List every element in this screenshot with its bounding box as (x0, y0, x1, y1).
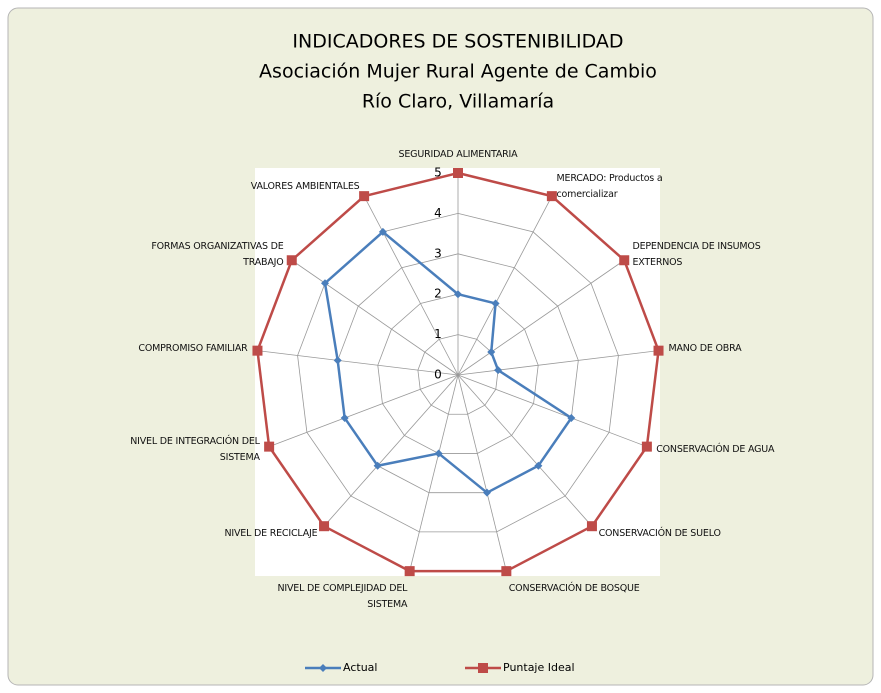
marker (483, 488, 492, 497)
marker (319, 521, 330, 532)
y-tick-label: 2 (434, 287, 442, 301)
spoke (323, 374, 459, 527)
spoke (268, 374, 459, 448)
marker (501, 566, 512, 577)
category-label: VALORES AMBIENTALES (250, 181, 360, 193)
chart-subtitle: Río Claro, Villamaría (362, 91, 554, 113)
marker (373, 461, 382, 470)
series-line (323, 230, 574, 495)
grid-line (337, 253, 579, 494)
series-line (256, 171, 660, 573)
marker (333, 356, 342, 365)
marker (359, 191, 370, 202)
legend-swatch (319, 664, 327, 672)
marker (404, 566, 415, 577)
spoke (363, 195, 459, 376)
category-label: DEPENDENCIA DE INSUMOS EXTERNOS (632, 240, 761, 268)
category-label: NIVEL DE RECICLAJE (224, 527, 318, 539)
category-label: MANO DE OBRA (668, 343, 742, 355)
marker (264, 441, 275, 452)
category-label: FORMAS ORGANIZATIVAS DE TRABAJO (151, 240, 284, 268)
spoke (457, 374, 593, 527)
spoke (257, 350, 459, 376)
marker (487, 348, 496, 357)
legend-label: Puntaje Ideal (503, 661, 575, 674)
marker (321, 279, 330, 288)
marker (434, 449, 443, 458)
legend-swatch (478, 663, 488, 673)
chart-title: INDICADORES DE SOSTENIBILIDAD (292, 31, 623, 53)
spoke (457, 195, 553, 376)
category-label: CONSERVACIÓN DE SUELO (598, 527, 721, 539)
legend-label: Actual (343, 661, 377, 674)
spoke (457, 374, 507, 572)
category-label: CONSERVACIÓN DE BOSQUE (508, 582, 640, 594)
category-label: NIVEL DE COMPLEJIDAD DEL SISTEMA (277, 582, 408, 610)
spoke (409, 374, 459, 572)
marker (378, 227, 387, 236)
y-tick-label: 4 (434, 206, 442, 220)
marker (286, 255, 297, 266)
chart-subtitle: Asociación Mujer Rural Agente de Cambio (259, 61, 657, 83)
marker (586, 521, 597, 532)
grid-line (297, 212, 619, 533)
grid-line (377, 293, 539, 454)
spoke (457, 259, 625, 376)
category-label: COMPROMISO FAMILIAR (138, 343, 248, 355)
marker (546, 191, 557, 202)
marker (252, 345, 263, 356)
marker (340, 413, 349, 422)
y-tick-label: 5 (434, 166, 442, 180)
marker (453, 168, 463, 178)
spoke (457, 374, 648, 448)
y-tick-label: 3 (434, 246, 442, 260)
marker (567, 413, 576, 422)
y-tick-label: 1 (434, 327, 442, 341)
marker (491, 299, 500, 308)
y-tick-label: 0 (434, 368, 442, 382)
marker (653, 345, 664, 356)
marker (641, 441, 652, 452)
category-label: CONSERVACIÓN DE AGUA (656, 444, 775, 456)
spoke (457, 350, 659, 376)
marker (619, 255, 630, 266)
plot-area (255, 168, 660, 576)
marker (494, 366, 503, 375)
marker (534, 461, 543, 470)
category-label: NIVEL DE INTEGRACIÓN DEL SISTEMA (130, 436, 260, 464)
category-label: SEGURIDAD ALIMENTARIA (398, 149, 518, 160)
spoke (291, 259, 459, 376)
category-label: MERCADO: Productos a comercializar (556, 173, 663, 201)
marker (454, 290, 462, 299)
